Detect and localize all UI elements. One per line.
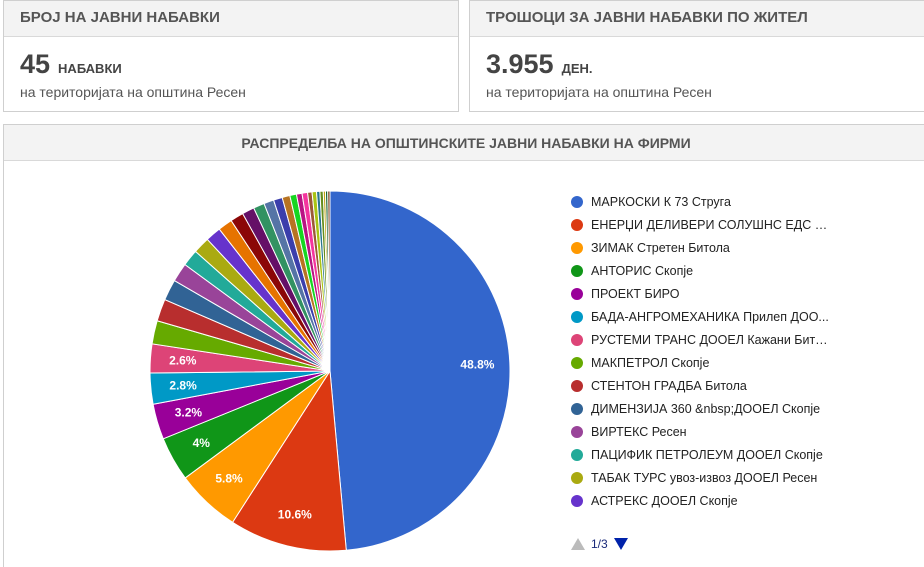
legend-color-dot-icon [571,333,583,346]
legend-label: ПАЦИФИК ПЕТРОЛЕУМ ДООЕЛ Скопје [591,447,823,462]
legend-item[interactable]: ДИМЕНЗИЈА 360 &nbsp;ДООЕЛ Скопје [571,397,831,420]
legend-item[interactable]: АСТРЕКС ДООЕЛ Скопје [571,489,831,512]
pie-slice[interactable] [231,369,347,552]
stat-title: БРОЈ НА ЈАВНИ НАБАВКИ [4,1,458,37]
legend-page-indicator: 1/3 [591,537,608,551]
legend-label: СТЕНТОН ГРАДБА Битола [591,378,747,393]
legend-label: ДИМЕНЗИЈА 360 &nbsp;ДООЕЛ Скопје [591,401,821,416]
legend-label: МАРКОСКИ К 73 Струга [591,194,731,209]
stat-title: ТРОШОЦИ ЗА ЈАВНИ НАБАВКИ ПО ЖИТЕЛ [470,1,924,37]
stat-value: 3.955 [486,49,554,79]
next-page-arrow-icon[interactable] [613,538,628,550]
pie-slice[interactable] [329,190,511,551]
previous-page-arrow-icon[interactable] [571,538,585,550]
legend-label: МАКПЕТРОЛ Скопје [591,355,710,370]
legend-item[interactable]: МАКПЕТРОЛ Скопје [571,351,831,374]
stat-card-procurement-count: БРОЈ НА ЈАВНИ НАБАВКИ 45 НАБАВКИ на тери… [3,0,459,112]
legend-item[interactable]: ЕНЕРЏИ ДЕЛИВЕРИ СОЛУШНС ЕДС Д... [571,213,831,236]
legend-color-dot-icon [571,471,583,484]
legend-color-dot-icon [571,379,583,392]
stat-value: 45 [20,49,51,79]
slice-percent-label: 2.8% [169,379,197,393]
legend-item[interactable]: ТАБАК ТУРС увоз-извоз ДООЕЛ Ресен [571,466,831,489]
legend-color-dot-icon [571,195,583,208]
legend-label: ЗИМАК Стретен Битола [591,240,730,255]
legend-label: ВИРТЕКС Ресен [591,424,687,439]
legend-item[interactable]: СТЕНТОН ГРАДБА Битола [571,374,831,397]
legend-color-dot-icon [571,218,583,231]
legend-item[interactable]: АНТОРИС Скопје [571,259,831,282]
slice-percent-label: 4% [193,436,211,450]
legend-label: АНТОРИС Скопје [591,263,694,278]
legend-item[interactable]: ЗИМАК Стретен Битола [571,236,831,259]
legend-color-dot-icon [571,310,583,323]
legend-color-dot-icon [571,402,583,415]
legend-color-dot-icon [571,356,583,369]
stat-unit: НАБАВКИ [58,61,122,76]
slice-percent-label: 3.2% [175,406,203,420]
slice-percent-label: 10.6% [278,507,312,521]
legend-item[interactable]: МАРКОСКИ К 73 Струга [571,190,831,213]
legend-label: ЕНЕРЏИ ДЕЛИВЕРИ СОЛУШНС ЕДС Д... [591,217,831,232]
legend-color-dot-icon [571,241,583,254]
legend-label: АСТРЕКС ДООЕЛ Скопје [591,493,738,508]
stat-card-cost-per-resident: ТРОШОЦИ ЗА ЈАВНИ НАБАВКИ ПО ЖИТЕЛ 3.955 … [469,0,924,112]
stat-unit: ДЕН. [561,61,593,76]
legend-item[interactable]: ПРОЕКТ БИРО [571,282,831,305]
pie-slice[interactable] [327,190,331,372]
legend-item[interactable]: ВИРТЕКС Ресен [571,420,831,443]
legend-color-dot-icon [571,264,583,277]
legend-color-dot-icon [571,494,583,507]
legend-label: ПРОЕКТ БИРО [591,286,680,301]
slice-percent-label: 2.6% [169,354,197,368]
slice-percent-label: 5.8% [215,472,243,486]
slice-percent-label: 48.8% [460,357,494,371]
legend-item[interactable]: РУСТЕМИ ТРАНС ДООЕЛ Кажани Бито... [571,328,831,351]
legend-color-dot-icon [571,425,583,438]
legend-color-dot-icon [571,287,583,300]
legend-item[interactable]: ПАЦИФИК ПЕТРОЛЕУМ ДООЕЛ Скопје [571,443,831,466]
legend-color-dot-icon [571,448,583,461]
chart-legend: МАРКОСКИ К 73 Струга ЕНЕРЏИ ДЕЛИВЕРИ СОЛУ… [571,190,831,512]
chart-title: РАСПРЕДЕЛБА НА ОПШТИНСКИТЕ ЈАВНИ НАБАВКИ… [4,125,924,161]
legend-label: РУСТЕМИ ТРАНС ДООЕЛ Кажани Бито... [591,332,831,347]
stat-subtitle: на територијата на општина Ресен [486,84,712,100]
legend-item[interactable]: БАДА-АНГРОМЕХАНИКА Прилеп ДОО... [571,305,831,328]
legend-label: БАДА-АНГРОМЕХАНИКА Прилеп ДОО... [591,309,829,324]
stat-subtitle: на територијата на општина Ресен [20,84,246,100]
legend-label: ТАБАК ТУРС увоз-извоз ДООЕЛ Ресен [591,470,818,485]
legend-pager: 1/3 [571,537,628,551]
